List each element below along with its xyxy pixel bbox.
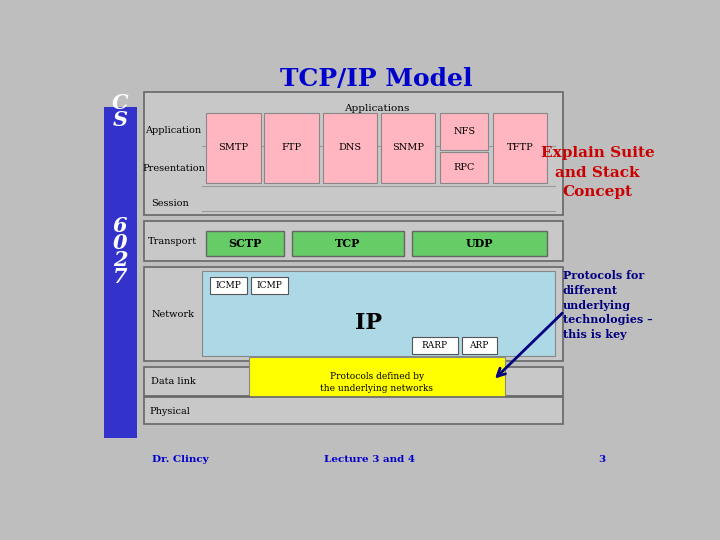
FancyBboxPatch shape	[206, 113, 261, 183]
Text: Application: Application	[145, 126, 201, 135]
Text: SCTP: SCTP	[228, 238, 261, 249]
Text: RPC: RPC	[454, 163, 475, 172]
FancyBboxPatch shape	[210, 278, 248, 294]
Text: NFS: NFS	[454, 127, 475, 136]
Text: 0: 0	[113, 233, 127, 253]
FancyBboxPatch shape	[441, 113, 488, 150]
Text: 7: 7	[113, 267, 127, 287]
FancyBboxPatch shape	[206, 231, 284, 256]
Text: FTP: FTP	[282, 144, 302, 152]
Text: 2: 2	[113, 251, 127, 271]
Text: UDP: UDP	[465, 238, 492, 249]
Text: IP: IP	[356, 312, 382, 334]
Text: ICMP: ICMP	[257, 281, 283, 291]
FancyBboxPatch shape	[441, 152, 488, 183]
Text: RARP: RARP	[422, 341, 448, 349]
Text: Protocols defined by
the underlying networks: Protocols defined by the underlying netw…	[320, 373, 433, 393]
FancyBboxPatch shape	[381, 113, 435, 183]
Text: Data link: Data link	[150, 377, 195, 386]
Text: C: C	[112, 93, 129, 113]
FancyBboxPatch shape	[144, 397, 563, 424]
FancyBboxPatch shape	[144, 221, 563, 261]
Text: Lecture 3 and 4: Lecture 3 and 4	[323, 455, 415, 463]
FancyBboxPatch shape	[292, 231, 404, 256]
Text: TFTP: TFTP	[507, 144, 534, 152]
Text: ICMP: ICMP	[216, 281, 242, 291]
Text: ARP: ARP	[469, 341, 489, 349]
FancyBboxPatch shape	[144, 367, 563, 396]
Text: DNS: DNS	[338, 144, 361, 152]
Text: 3: 3	[598, 455, 605, 463]
FancyBboxPatch shape	[323, 113, 377, 183]
FancyBboxPatch shape	[249, 357, 505, 408]
Text: Session: Session	[151, 199, 189, 208]
FancyBboxPatch shape	[144, 267, 563, 361]
Text: 6: 6	[113, 217, 127, 237]
FancyBboxPatch shape	[264, 113, 319, 183]
Text: Protocols for
different
underlying
technologies –
this is key: Protocols for different underlying techn…	[563, 271, 652, 340]
FancyBboxPatch shape	[251, 278, 289, 294]
Text: SMTP: SMTP	[218, 144, 248, 152]
Text: Network: Network	[151, 310, 194, 319]
Text: Transport: Transport	[148, 237, 197, 246]
FancyBboxPatch shape	[144, 92, 563, 215]
Text: TCP/IP Model: TCP/IP Model	[281, 66, 473, 91]
Text: TCP: TCP	[335, 238, 360, 249]
FancyBboxPatch shape	[412, 231, 547, 256]
FancyBboxPatch shape	[462, 336, 497, 354]
Text: Presentation: Presentation	[143, 164, 205, 173]
Text: S: S	[112, 110, 127, 130]
FancyBboxPatch shape	[493, 113, 547, 183]
Text: Applications: Applications	[344, 104, 410, 113]
Text: Dr. Clincy: Dr. Clincy	[152, 455, 209, 463]
FancyBboxPatch shape	[104, 107, 137, 438]
FancyBboxPatch shape	[202, 271, 555, 356]
FancyBboxPatch shape	[412, 336, 458, 354]
Text: Physical: Physical	[149, 407, 190, 416]
Text: SNMP: SNMP	[392, 144, 424, 152]
Text: Explain Suite
and Stack
Concept: Explain Suite and Stack Concept	[541, 146, 654, 199]
